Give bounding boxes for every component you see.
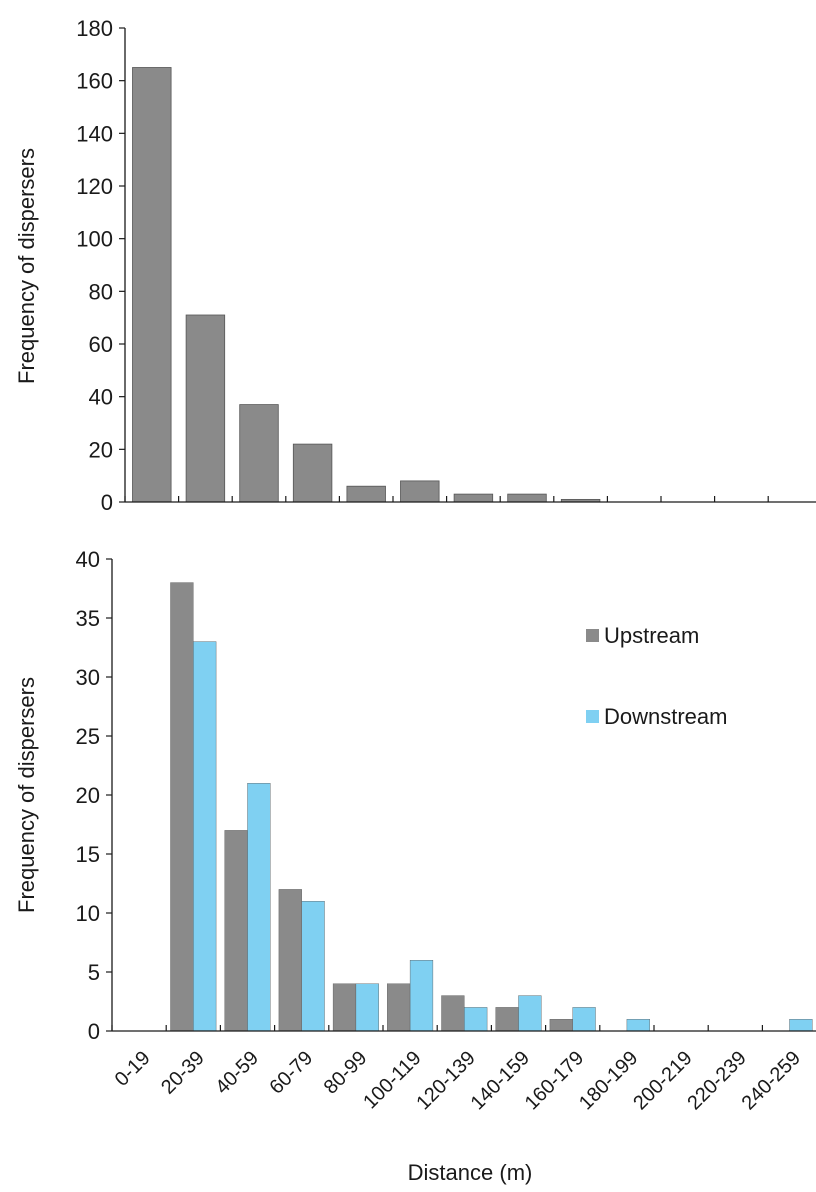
bar-series-60-79 (292, 443, 333, 503)
bar-upstream-160-179 (549, 1019, 573, 1032)
x-category-label: 160-179 (521, 1047, 588, 1114)
legend: Upstream Downstream (586, 623, 727, 729)
bottom-y-axis-label: Frequency of dispersers (14, 677, 39, 913)
x-category-label: 60-79 (266, 1047, 318, 1099)
bar-upstream-140-159 (495, 1007, 519, 1032)
bar-series-100-119 (400, 480, 440, 503)
y-tick-label: 40 (89, 385, 113, 410)
x-category-label: 20-39 (157, 1047, 209, 1099)
x-category-label: 0-19 (111, 1047, 155, 1091)
y-tick-label: 5 (88, 960, 100, 985)
top-axes: 0 20 40 60 80 100 120 140 160 180 (76, 16, 816, 515)
y-tick-label: 30 (76, 665, 100, 690)
legend-swatch-downstream (586, 710, 599, 723)
legend-label-downstream: Downstream (604, 704, 727, 729)
bar-series-140-159 (507, 493, 547, 503)
x-category-label: 200-219 (629, 1047, 696, 1114)
y-tick-label: 160 (76, 69, 113, 94)
y-tick-label: 0 (101, 490, 113, 515)
y-tick-label: 20 (89, 437, 113, 462)
bar-upstream-40-59 (224, 830, 248, 1032)
bar-downstream-160-179 (572, 1007, 596, 1032)
x-category-label: 240-259 (738, 1047, 805, 1114)
top-y-axis-label: Frequency of dispersers (14, 148, 39, 384)
bar-upstream-20-39 (170, 582, 194, 1032)
y-tick-label: 15 (76, 842, 100, 867)
bar-series-20-39 (185, 314, 226, 503)
bar-series-40-59 (239, 404, 279, 503)
x-category-label: 80-99 (320, 1047, 372, 1099)
bar-downstream-240-259 (789, 1019, 813, 1032)
x-axis-title: Distance (m) (408, 1160, 533, 1185)
bar-downstream-40-59 (247, 783, 271, 1032)
bar-upstream-60-79 (278, 889, 302, 1032)
bar-downstream-20-39 (193, 641, 217, 1032)
y-tick-label: 180 (76, 16, 113, 41)
total-dispersers-chart: 0 20 40 60 80 100 120 140 160 180 Frequency of di… (14, 16, 816, 515)
bar-downstream-60-79 (301, 901, 325, 1032)
bar-upstream-120-139 (441, 995, 465, 1032)
bar-series-80-99 (346, 485, 386, 503)
bar-downstream-100-119 (409, 960, 434, 1032)
category-labels: 0-19 20-39 40-59 60-79 80-99100-119120-13914… (111, 1047, 805, 1114)
legend-swatch-upstream (586, 629, 599, 642)
bar-series-120-139 (453, 493, 494, 503)
y-tick-label: 140 (76, 121, 113, 146)
y-tick-label: 25 (76, 724, 100, 749)
top-bars (132, 67, 601, 503)
x-category-label: 220-239 (683, 1047, 750, 1114)
y-tick-label: 100 (76, 227, 113, 252)
x-category-label: 180-199 (575, 1047, 642, 1114)
x-category-label: 140-159 (467, 1047, 534, 1114)
bar-downstream-180-199 (626, 1019, 650, 1032)
y-tick-label: 20 (76, 783, 100, 808)
x-category-label: 120-139 (412, 1047, 479, 1114)
bar-downstream-140-159 (518, 995, 542, 1032)
y-tick-label: 35 (76, 606, 100, 631)
bar-upstream-80-99 (332, 983, 357, 1032)
bar-downstream-120-139 (464, 1007, 488, 1032)
y-tick-label: 120 (76, 174, 113, 199)
upstream-downstream-chart: 0 5 10 15 20 25 30 35 40 Frequency of dispersers… (14, 547, 816, 1185)
y-tick-label: 0 (88, 1019, 100, 1044)
y-tick-label: 60 (89, 332, 113, 357)
bottom-axes: 0 5 10 15 20 25 30 35 40 (76, 547, 816, 1044)
bottom-bars (170, 582, 813, 1032)
bar-upstream-100-119 (387, 983, 411, 1032)
y-tick-label: 10 (76, 901, 100, 926)
x-category-label: 40-59 (211, 1047, 263, 1099)
y-tick-label: 40 (76, 547, 100, 572)
bar-downstream-80-99 (355, 983, 379, 1032)
y-tick-label: 80 (89, 279, 113, 304)
bar-series-0-19 (132, 67, 172, 503)
legend-label-upstream: Upstream (604, 623, 699, 648)
